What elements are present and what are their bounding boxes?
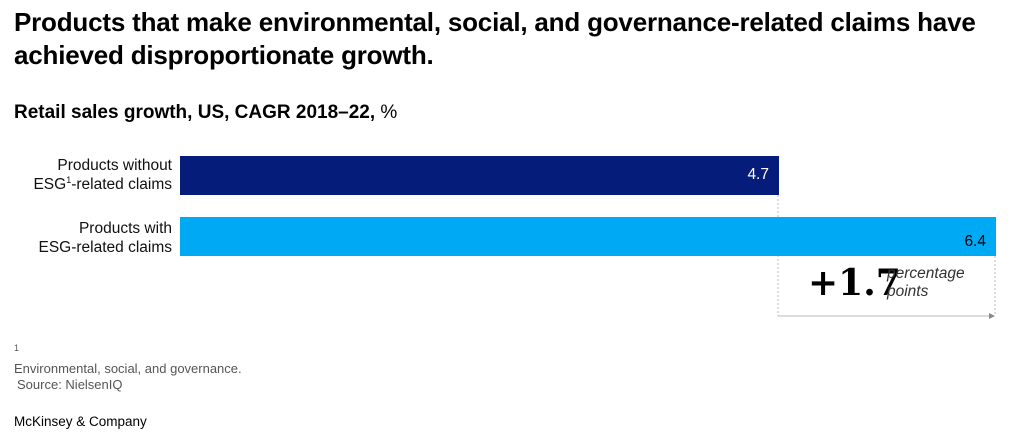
category-label-line: Products with bbox=[78, 220, 172, 237]
footnote-marker: 1 bbox=[14, 343, 20, 353]
bracket-arrowhead bbox=[989, 313, 995, 319]
category-label-line: ESG1-related claims bbox=[0, 175, 172, 194]
bar-value-label: 6.4 bbox=[964, 233, 986, 250]
footnote-marker: 1 bbox=[66, 175, 72, 185]
bar-products-with-esg bbox=[180, 217, 996, 256]
difference-value: +1.7 bbox=[808, 262, 901, 304]
footnotes: 1 Environmental, social, and governance. … bbox=[14, 343, 242, 393]
brand-logo-text: McKinsey & Company bbox=[14, 414, 147, 429]
category-label-line: Products without bbox=[57, 157, 172, 174]
difference-unit: percentage points bbox=[887, 265, 965, 301]
footnote-definition: 1 Environmental, social, and governance. bbox=[14, 343, 242, 377]
category-label-tail: -related claims bbox=[71, 176, 172, 193]
bar-products-without-esg bbox=[180, 156, 779, 195]
chart-title: Products that make environmental, social… bbox=[14, 7, 976, 70]
difference-unit-line: percentage bbox=[887, 265, 965, 282]
category-label-without-esg: Products without ESG1-related claims bbox=[0, 156, 172, 194]
category-label-esg: ESG bbox=[33, 176, 67, 193]
source-note: Source: NielsenIQ bbox=[17, 377, 123, 392]
category-label-line: ESG-related claims bbox=[38, 239, 172, 256]
difference-unit-line: points bbox=[887, 283, 929, 300]
subtitle-text: Retail sales growth, US, CAGR 2018–22, bbox=[14, 102, 376, 123]
chart-subtitle: Retail sales growth, US, CAGR 2018–22, % bbox=[14, 101, 397, 125]
subtitle-unit: % bbox=[375, 102, 398, 123]
bar-value-label: 4.7 bbox=[747, 166, 769, 183]
category-label-with-esg: Products with ESG-related claims bbox=[0, 219, 172, 257]
